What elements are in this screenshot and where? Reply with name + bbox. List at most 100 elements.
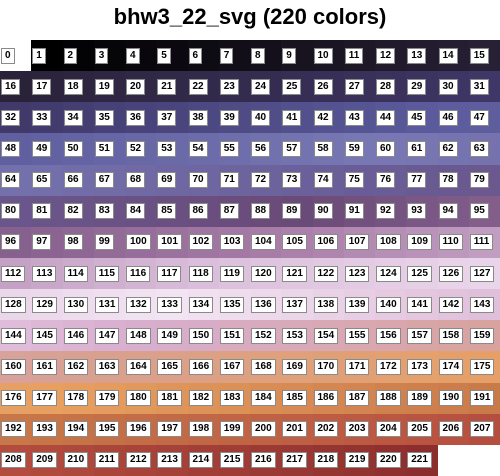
color-swatch: 217: [281, 444, 313, 476]
swatch-index-label: 146: [63, 327, 89, 344]
swatch-index-label: 40: [251, 109, 271, 126]
swatch-index-label: 220: [376, 452, 401, 469]
swatch-index-label: 75: [344, 172, 364, 189]
swatch-index-label: 34: [63, 109, 83, 126]
swatch-index-label: 215: [219, 452, 245, 469]
swatch-index-label: 48: [1, 140, 21, 157]
swatch-index-label: 194: [63, 421, 89, 438]
color-swatch: 192: [0, 413, 32, 445]
color-swatch: 5: [156, 40, 188, 72]
swatch-index-label: 12: [376, 47, 396, 64]
swatch-index-label: 196: [126, 421, 151, 438]
color-swatch: 63: [468, 133, 500, 165]
color-swatch: 169: [281, 351, 313, 383]
swatch-index-label: 2: [63, 47, 78, 64]
swatch-index-label: 66: [63, 172, 83, 189]
swatch-index-label: 182: [188, 390, 214, 407]
swatch-index-label: 36: [126, 109, 146, 126]
swatch-index-label: 209: [32, 452, 57, 469]
swatch-index-label: 138: [313, 296, 339, 313]
color-swatch: 7: [218, 40, 250, 72]
swatch-index-label: 61: [407, 140, 427, 157]
swatch-index-label: 200: [251, 421, 276, 438]
swatch-index-label: 198: [188, 421, 214, 438]
color-swatch: 26: [312, 71, 344, 103]
color-swatch: 33: [31, 102, 63, 134]
swatch-index-label: 169: [282, 358, 307, 375]
color-swatch: 53: [156, 133, 188, 165]
color-swatch: 20: [125, 71, 157, 103]
swatch-index-label: 14: [438, 47, 458, 64]
color-swatch: 204: [375, 413, 407, 445]
swatch-index-label: 106: [313, 234, 339, 251]
color-swatch: 149: [156, 320, 188, 352]
color-swatch: 46: [437, 102, 469, 134]
swatch-index-label: 83: [94, 203, 114, 220]
color-swatch: 144: [0, 320, 32, 352]
swatch-index-label: 143: [469, 296, 495, 313]
color-swatch: 220: [375, 444, 407, 476]
swatch-index-label: 74: [313, 172, 333, 189]
color-swatch: 85: [156, 195, 188, 227]
color-swatch: 25: [281, 71, 313, 103]
color-swatch: 29: [406, 71, 438, 103]
color-swatch: 16: [0, 71, 32, 103]
swatch-index-label: 35: [94, 109, 114, 126]
swatch-index-label: 201: [282, 421, 307, 438]
swatch-index-label: 69: [157, 172, 177, 189]
swatch-index-label: 139: [344, 296, 370, 313]
swatch-index-label: 170: [313, 358, 339, 375]
swatch-index-label: 98: [63, 234, 83, 251]
swatch-index-label: 141: [407, 296, 432, 313]
color-swatch: 115: [93, 258, 125, 290]
swatch-index-label: 195: [94, 421, 120, 438]
swatch-index-label: 213: [157, 452, 182, 469]
color-swatch: 123: [343, 258, 375, 290]
swatch-index-label: 21: [157, 78, 177, 95]
color-swatch: 168: [250, 351, 282, 383]
color-swatch: 95: [468, 195, 500, 227]
swatch-index-label: 31: [469, 78, 489, 95]
color-swatch: 99: [93, 226, 125, 258]
color-swatch: 108: [375, 226, 407, 258]
color-swatch: 56: [250, 133, 282, 165]
color-swatch: 166: [187, 351, 219, 383]
color-swatch: 138: [312, 289, 344, 321]
swatch-index-label: 50: [63, 140, 83, 157]
color-swatch: 4: [125, 40, 157, 72]
swatch-index-label: 109: [407, 234, 432, 251]
swatch-index-label: 123: [344, 265, 370, 282]
swatch-index-label: 197: [157, 421, 182, 438]
color-swatch: 52: [125, 133, 157, 165]
color-swatch: 51: [93, 133, 125, 165]
swatch-index-label: 132: [126, 296, 151, 313]
swatch-index-label: 211: [94, 452, 119, 469]
color-swatch: 35: [93, 102, 125, 134]
color-swatch: 191: [468, 382, 500, 414]
color-swatch: 77: [406, 164, 438, 196]
swatch-index-label: 160: [1, 358, 26, 375]
swatch-index-label: 63: [469, 140, 489, 157]
swatch-index-label: 53: [157, 140, 177, 157]
color-swatch: 189: [406, 382, 438, 414]
swatch-index-label: 42: [313, 109, 333, 126]
color-swatch: 142: [437, 289, 469, 321]
color-swatch: 89: [281, 195, 313, 227]
color-swatch: 205: [406, 413, 438, 445]
color-swatch: 68: [125, 164, 157, 196]
swatch-index-label: 148: [126, 327, 151, 344]
swatch-index-label: 192: [1, 421, 26, 438]
color-swatch: 213: [156, 444, 188, 476]
color-swatch: 150: [187, 320, 219, 352]
color-swatch: 193: [31, 413, 63, 445]
color-swatch: 96: [0, 226, 32, 258]
color-swatch: 57: [281, 133, 313, 165]
swatch-index-label: 52: [126, 140, 146, 157]
swatch-index-label: 147: [94, 327, 120, 344]
color-swatch: 187: [343, 382, 375, 414]
swatch-index-label: 55: [219, 140, 239, 157]
swatch-index-label: 77: [407, 172, 427, 189]
swatch-index-label: 120: [251, 265, 276, 282]
color-swatch: 194: [62, 413, 94, 445]
color-swatch: 18: [62, 71, 94, 103]
